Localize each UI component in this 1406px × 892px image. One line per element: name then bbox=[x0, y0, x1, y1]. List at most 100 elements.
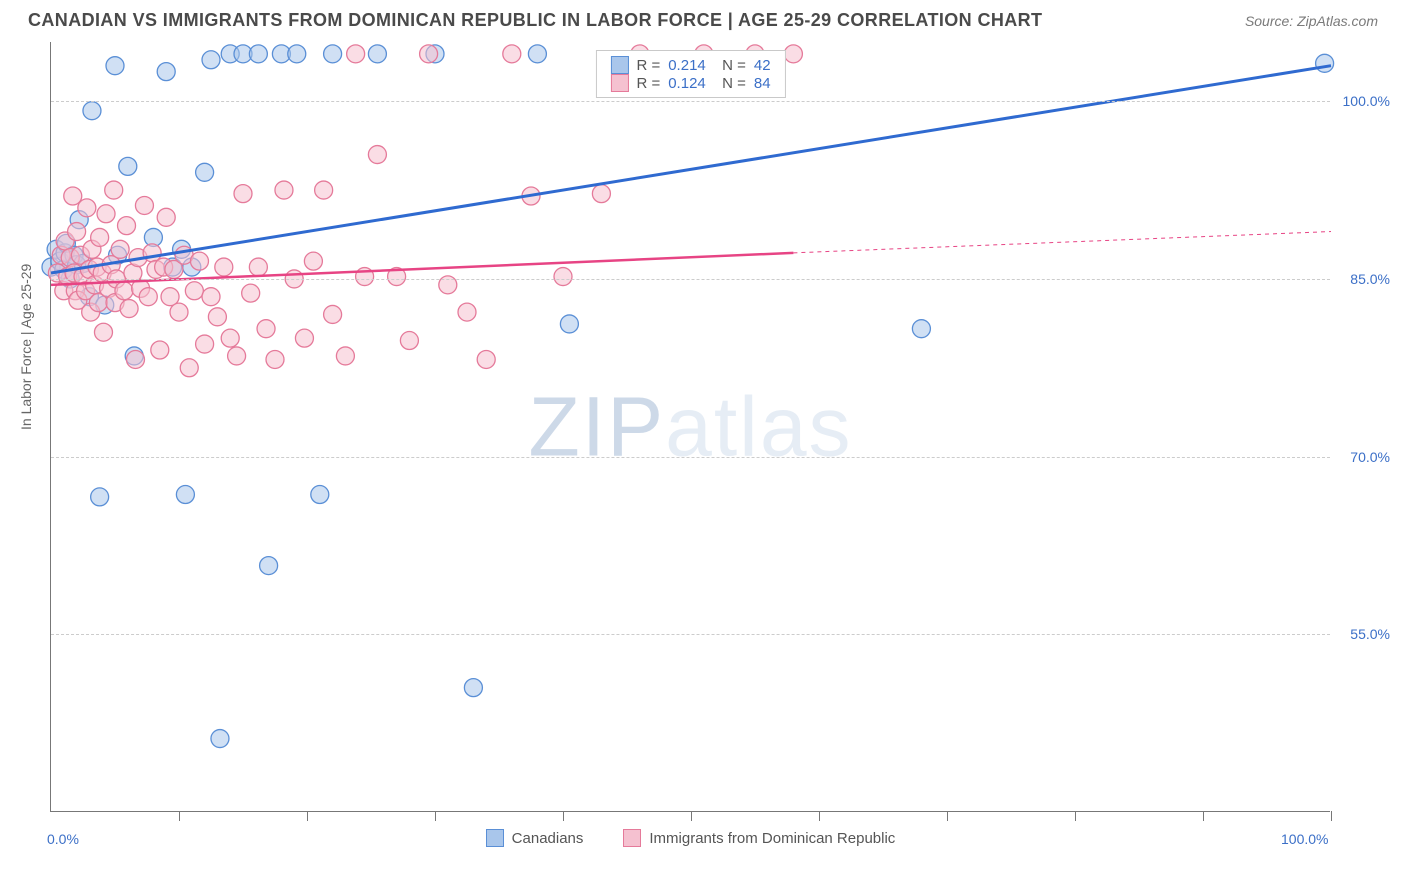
scatter-point bbox=[592, 185, 610, 203]
scatter-point bbox=[295, 329, 313, 347]
stat-r-label-0: R = bbox=[636, 57, 660, 74]
scatter-point bbox=[126, 350, 144, 368]
xtick bbox=[819, 811, 820, 821]
scatter-point bbox=[249, 45, 267, 63]
scatter-point bbox=[105, 181, 123, 199]
scatter-point bbox=[106, 57, 124, 75]
stat-r-value-0: 0.214 bbox=[668, 57, 706, 74]
legend-stats-box: R = 0.214 N = 42 R = 0.124 N = 84 bbox=[595, 50, 785, 98]
scatter-point bbox=[94, 323, 112, 341]
scatter-point bbox=[119, 157, 137, 175]
stat-r-value-1: 0.124 bbox=[668, 75, 706, 92]
scatter-point bbox=[78, 199, 96, 217]
scatter-point bbox=[202, 288, 220, 306]
source-label: Source: ZipAtlas.com bbox=[1245, 13, 1378, 29]
xtick bbox=[947, 811, 948, 821]
scatter-point bbox=[324, 45, 342, 63]
chart-plot-area: ZIPatlas R = 0.214 N = 42 R = 0.124 N = … bbox=[50, 42, 1330, 812]
scatter-point bbox=[257, 320, 275, 338]
scatter-point bbox=[135, 196, 153, 214]
ytick-label: 100.0% bbox=[1343, 93, 1390, 109]
scatter-point bbox=[176, 486, 194, 504]
scatter-point bbox=[91, 488, 109, 506]
scatter-point bbox=[912, 320, 930, 338]
xtick-label: 100.0% bbox=[1281, 831, 1328, 847]
stat-n-label-1: N = bbox=[714, 75, 746, 92]
scatter-point bbox=[196, 335, 214, 353]
scatter-point bbox=[560, 315, 578, 333]
scatter-point bbox=[368, 146, 386, 164]
scatter-point bbox=[170, 303, 188, 321]
scatter-point bbox=[249, 258, 267, 276]
scatter-point bbox=[464, 679, 482, 697]
gridline-h bbox=[51, 279, 1330, 280]
scatter-point bbox=[503, 45, 521, 63]
scatter-point bbox=[266, 350, 284, 368]
bottom-legend-swatch-0 bbox=[486, 829, 504, 847]
scatter-point bbox=[288, 45, 306, 63]
scatter-point bbox=[185, 282, 203, 300]
scatter-point bbox=[111, 240, 129, 258]
scatter-point bbox=[196, 163, 214, 181]
scatter-point bbox=[336, 347, 354, 365]
gridline-h bbox=[51, 634, 1330, 635]
ytick-label: 70.0% bbox=[1350, 449, 1390, 465]
scatter-point bbox=[215, 258, 233, 276]
scatter-point bbox=[315, 181, 333, 199]
scatter-point bbox=[242, 284, 260, 302]
chart-title: CANADIAN VS IMMIGRANTS FROM DOMINICAN RE… bbox=[28, 10, 1042, 31]
bottom-legend-item-0: Canadians bbox=[486, 829, 584, 847]
scatter-point bbox=[83, 102, 101, 120]
scatter-point bbox=[208, 308, 226, 326]
scatter-point bbox=[118, 217, 136, 235]
scatter-point bbox=[115, 282, 133, 300]
stat-n-value-1: 84 bbox=[754, 75, 771, 92]
xtick bbox=[435, 811, 436, 821]
scatter-point bbox=[400, 332, 418, 350]
bottom-legend-swatch-1 bbox=[623, 829, 641, 847]
scatter-point bbox=[458, 303, 476, 321]
scatter-point bbox=[234, 185, 252, 203]
gridline-h bbox=[51, 457, 1330, 458]
legend-stats-row-1: R = 0.124 N = 84 bbox=[610, 74, 770, 92]
plot-svg bbox=[51, 42, 1330, 811]
legend-swatch-0 bbox=[610, 56, 628, 74]
scatter-point bbox=[180, 359, 198, 377]
scatter-point bbox=[228, 347, 246, 365]
scatter-point bbox=[211, 730, 229, 748]
scatter-point bbox=[151, 341, 169, 359]
stat-n-value-0: 42 bbox=[754, 57, 771, 74]
scatter-point bbox=[97, 205, 115, 223]
xtick bbox=[563, 811, 564, 821]
scatter-point bbox=[202, 51, 220, 69]
scatter-point bbox=[260, 557, 278, 575]
scatter-point bbox=[784, 45, 802, 63]
xtick bbox=[691, 811, 692, 821]
bottom-legend-label-0: Canadians bbox=[512, 830, 584, 847]
bottom-legend-item-1: Immigrants from Dominican Republic bbox=[623, 829, 895, 847]
stat-r-label-1: R = bbox=[636, 75, 660, 92]
scatter-point bbox=[554, 268, 572, 286]
scatter-point bbox=[91, 228, 109, 246]
scatter-point bbox=[477, 350, 495, 368]
xtick-label: 0.0% bbox=[47, 831, 79, 847]
y-axis-label: In Labor Force | Age 25-29 bbox=[18, 264, 34, 430]
scatter-point bbox=[324, 305, 342, 323]
scatter-point bbox=[311, 486, 329, 504]
scatter-point bbox=[157, 63, 175, 81]
scatter-point bbox=[120, 300, 138, 318]
scatter-point bbox=[304, 252, 322, 270]
scatter-point bbox=[157, 208, 175, 226]
ytick-label: 55.0% bbox=[1350, 626, 1390, 642]
scatter-point bbox=[368, 45, 386, 63]
scatter-point bbox=[221, 329, 239, 347]
xtick bbox=[1331, 811, 1332, 821]
xtick bbox=[179, 811, 180, 821]
xtick bbox=[307, 811, 308, 821]
bottom-legend-label-1: Immigrants from Dominican Republic bbox=[649, 830, 895, 847]
scatter-point bbox=[1316, 54, 1334, 72]
scatter-point bbox=[420, 45, 438, 63]
ytick-label: 85.0% bbox=[1350, 271, 1390, 287]
scatter-point bbox=[347, 45, 365, 63]
legend-stats-row-0: R = 0.214 N = 42 bbox=[610, 56, 770, 74]
